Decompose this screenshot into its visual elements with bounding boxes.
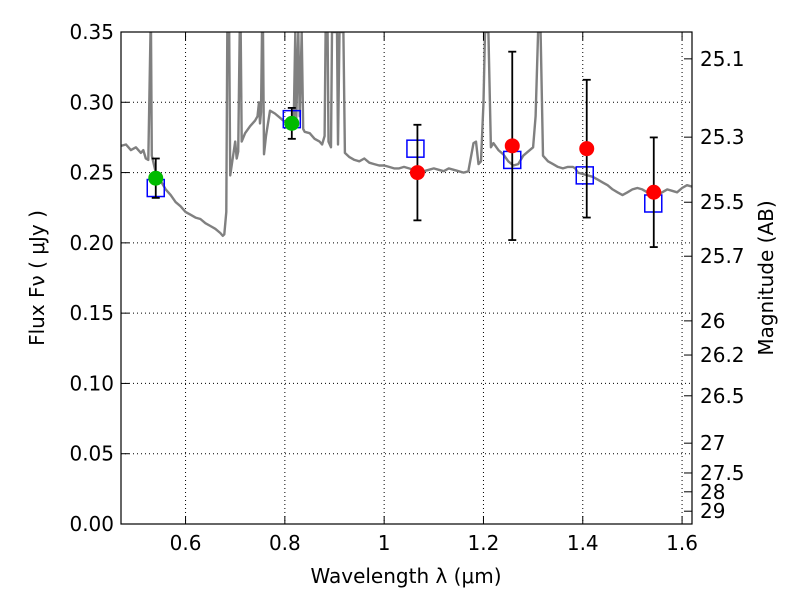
y2-tick-label: 25.7	[700, 244, 745, 268]
y2-tick-label: 27.5	[700, 461, 745, 485]
y2-tick-label: 26.5	[700, 384, 745, 408]
y-tick-label: 0.05	[69, 442, 114, 466]
axis-ticks: 0.6 0.8 1 1.2 1.4 1.6 0.00 0.05 0.10 0.15 0.20 0.25…	[69, 20, 744, 555]
green-data-point	[148, 170, 164, 186]
y2-axis-label: Magnitude (AB)	[754, 200, 778, 355]
model-photometry-square	[575, 166, 595, 185]
y2-tick-label: 26	[700, 309, 725, 333]
y-tick-label: 0.25	[69, 161, 114, 185]
y2-tick-label: 29	[700, 499, 725, 523]
red-data-point	[409, 165, 425, 181]
x-tick-label: 1.2	[468, 531, 500, 555]
y2-tick-label: 27	[700, 431, 725, 455]
plot-area	[121, 32, 692, 248]
y2-tick-label: 26.2	[700, 343, 745, 367]
y-tick-label: 0.30	[69, 90, 114, 114]
y-tick-label: 0.15	[69, 301, 114, 325]
green-data-point	[284, 115, 300, 131]
x-tick-label: 0.8	[269, 531, 301, 555]
y2-tick-label: 25.1	[700, 47, 745, 71]
model-photometry-square	[406, 139, 425, 158]
y-tick-label: 0.35	[69, 20, 114, 44]
y2-tick-label: 25.5	[700, 190, 745, 214]
plot-clipped-group	[121, 32, 692, 237]
y-tick-label: 0.20	[69, 231, 114, 255]
y-tick-label: 0.00	[69, 512, 114, 536]
model-spectrum-line	[121, 32, 692, 237]
y-axis-label: Flux Fν ( μJy )	[25, 210, 49, 346]
y2-tick-label: 25.3	[700, 125, 745, 149]
x-tick-label: 1	[378, 531, 391, 555]
red-data-point	[646, 184, 662, 200]
plot-frame	[120, 31, 693, 525]
red-data-point	[579, 141, 595, 157]
x-tick-label: 0.6	[170, 531, 202, 555]
x-axis-label: Wavelength λ (μm)	[310, 564, 501, 588]
x-tick-label: 1.4	[567, 531, 599, 555]
y2-tick-label: 28	[700, 480, 725, 504]
red-data-point	[504, 138, 520, 154]
y-tick-label: 0.10	[69, 371, 114, 395]
x-tick-label: 1.6	[666, 531, 698, 555]
